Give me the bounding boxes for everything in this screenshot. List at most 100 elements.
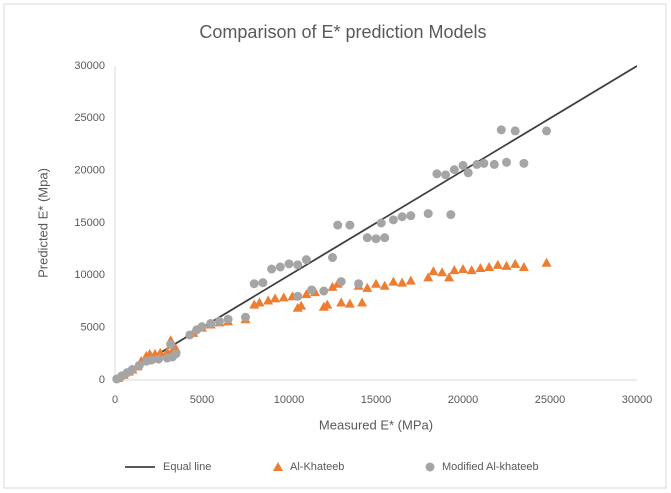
point <box>371 234 381 244</box>
legend-swatch <box>273 462 283 471</box>
point <box>484 261 495 271</box>
point <box>472 159 482 169</box>
point <box>397 277 408 287</box>
point <box>154 354 163 364</box>
x-axis-title: Measured E* (MPa) <box>319 417 433 432</box>
y-tick-label: 30000 <box>74 60 105 72</box>
point <box>541 257 552 267</box>
point <box>501 260 512 270</box>
y-tick-label: 0 <box>99 374 105 386</box>
point <box>458 160 468 170</box>
point <box>428 266 439 276</box>
point <box>307 285 317 295</box>
point <box>249 279 259 289</box>
point <box>519 158 529 168</box>
point <box>171 349 181 359</box>
point <box>134 360 144 370</box>
chart-frame <box>3 3 667 489</box>
y-tick-label: 10000 <box>74 269 105 281</box>
point <box>301 289 312 299</box>
point <box>267 264 277 274</box>
point <box>275 262 285 272</box>
point <box>405 275 416 285</box>
point <box>333 220 343 230</box>
point <box>155 347 166 357</box>
point <box>388 276 399 286</box>
point <box>432 169 442 179</box>
point <box>502 157 511 167</box>
point <box>127 365 137 375</box>
point <box>423 272 434 282</box>
point <box>362 233 372 243</box>
point <box>423 209 433 219</box>
y-tick-label: 20000 <box>74 165 105 177</box>
point <box>296 300 307 310</box>
x-tick-label: 25000 <box>535 394 566 406</box>
point <box>397 212 407 222</box>
point <box>293 260 303 270</box>
y-axis-title: Predicted E* (Mpa) <box>35 168 50 278</box>
point <box>214 316 224 326</box>
x-tick-label: 0 <box>112 394 118 406</box>
point <box>510 258 521 268</box>
point <box>197 322 207 332</box>
point <box>278 292 289 302</box>
point <box>492 259 503 269</box>
legend-label: Modified Al-khateeb <box>442 461 539 473</box>
point <box>475 263 486 273</box>
point <box>322 299 333 309</box>
point <box>510 126 520 136</box>
point <box>166 339 176 349</box>
x-tick-label: 10000 <box>274 394 305 406</box>
point <box>542 126 552 136</box>
legend-swatch <box>425 462 435 472</box>
point <box>147 355 157 365</box>
point <box>463 168 473 178</box>
y-tick-label: 5000 <box>81 322 105 334</box>
point <box>223 314 233 324</box>
point <box>441 170 451 180</box>
legend-label: Equal line <box>163 461 211 473</box>
x-tick-label: 5000 <box>190 394 214 406</box>
point <box>284 259 294 269</box>
point <box>336 297 347 307</box>
point <box>362 282 373 292</box>
point <box>479 158 489 168</box>
point <box>328 253 337 263</box>
point <box>437 267 448 277</box>
point <box>449 265 460 275</box>
point <box>241 312 250 322</box>
point <box>458 264 468 274</box>
point <box>357 297 368 307</box>
point <box>319 286 329 296</box>
point <box>258 278 268 288</box>
point <box>270 293 281 303</box>
chart-title: Comparison of E* prediction Models <box>199 22 486 42</box>
x-tick-label: 30000 <box>622 394 653 406</box>
point <box>371 278 381 288</box>
point <box>406 211 416 221</box>
point <box>379 280 390 290</box>
point <box>449 165 459 175</box>
legend-label: Al-Khateeb <box>290 461 344 473</box>
point <box>327 281 338 291</box>
point <box>185 330 195 340</box>
point <box>496 125 506 135</box>
point <box>466 265 477 275</box>
point <box>444 272 455 282</box>
point <box>344 298 355 308</box>
x-tick-label: 15000 <box>361 394 392 406</box>
x-tick-label: 20000 <box>448 394 479 406</box>
point <box>206 318 216 328</box>
point <box>354 279 364 289</box>
point <box>376 218 386 228</box>
point <box>446 210 456 220</box>
point <box>301 255 311 265</box>
point <box>336 277 346 287</box>
point <box>254 297 265 307</box>
point <box>489 159 499 169</box>
y-tick-label: 25000 <box>74 112 105 124</box>
point <box>293 291 303 301</box>
